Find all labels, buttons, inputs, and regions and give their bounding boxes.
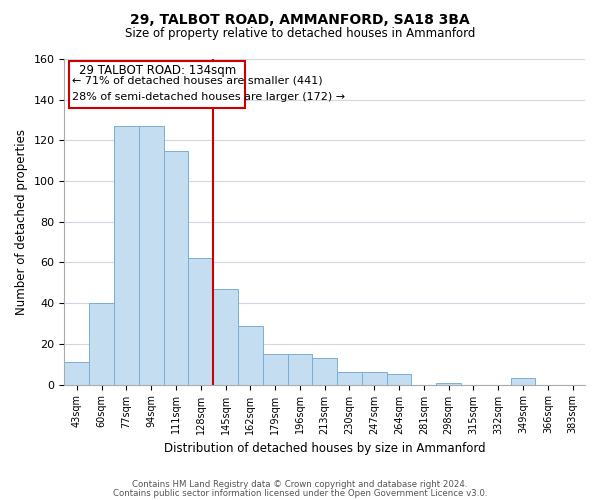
- Bar: [287, 354, 313, 384]
- Bar: [238, 326, 263, 384]
- Text: Contains public sector information licensed under the Open Government Licence v3: Contains public sector information licen…: [113, 488, 487, 498]
- Bar: [436, 382, 461, 384]
- Text: Contains HM Land Registry data © Crown copyright and database right 2024.: Contains HM Land Registry data © Crown c…: [132, 480, 468, 489]
- Text: Size of property relative to detached houses in Ammanford: Size of property relative to detached ho…: [125, 28, 475, 40]
- Bar: [64, 362, 89, 384]
- Bar: [213, 289, 238, 384]
- Bar: [337, 372, 362, 384]
- Bar: [511, 378, 535, 384]
- Bar: [89, 303, 114, 384]
- Bar: [313, 358, 337, 384]
- Bar: [386, 374, 412, 384]
- Bar: [362, 372, 386, 384]
- Bar: [263, 354, 287, 384]
- Text: ← 71% of detached houses are smaller (441): ← 71% of detached houses are smaller (44…: [72, 76, 322, 86]
- Bar: [139, 126, 164, 384]
- Bar: [114, 126, 139, 384]
- FancyBboxPatch shape: [70, 61, 245, 108]
- Bar: [188, 258, 213, 384]
- X-axis label: Distribution of detached houses by size in Ammanford: Distribution of detached houses by size …: [164, 442, 485, 455]
- Bar: [164, 150, 188, 384]
- Text: 29, TALBOT ROAD, AMMANFORD, SA18 3BA: 29, TALBOT ROAD, AMMANFORD, SA18 3BA: [130, 12, 470, 26]
- Y-axis label: Number of detached properties: Number of detached properties: [15, 129, 28, 315]
- Text: 29 TALBOT ROAD: 134sqm: 29 TALBOT ROAD: 134sqm: [79, 64, 236, 77]
- Text: 28% of semi-detached houses are larger (172) →: 28% of semi-detached houses are larger (…: [72, 92, 345, 102]
